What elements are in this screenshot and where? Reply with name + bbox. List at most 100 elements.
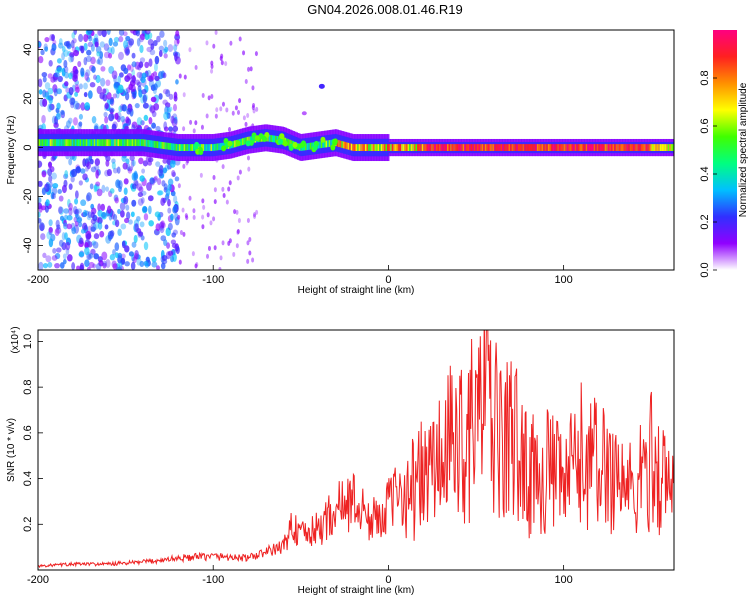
heatmap-cell <box>201 224 205 230</box>
heatmap-cell <box>57 206 63 214</box>
heatmap-cell <box>60 109 65 115</box>
heatmap-cell <box>65 241 71 251</box>
heatmap-cell <box>38 89 43 95</box>
heatmap-cell <box>152 177 158 183</box>
heatmap-cell <box>309 142 313 150</box>
heatmap-cell <box>54 228 60 237</box>
heatmap-cell <box>228 180 232 186</box>
heatmap-cell <box>312 144 318 151</box>
heatmap-cell <box>66 120 71 128</box>
heatmap-cell <box>166 142 169 150</box>
heatmap-cell <box>86 49 92 56</box>
heatmap-cell <box>121 154 127 162</box>
heatmap-cell <box>75 86 80 94</box>
heatmap-cell <box>241 138 245 146</box>
heatmap-cell <box>112 139 116 147</box>
heatmap-cell <box>167 222 173 231</box>
heatmap-cell <box>38 180 43 187</box>
heatmap-cell <box>137 139 141 147</box>
heatmap-cell <box>139 33 146 41</box>
heatmap-cell <box>138 88 143 98</box>
heatmap-cell <box>193 143 199 150</box>
heatmap-cell <box>156 265 160 270</box>
heatmap-cell <box>163 53 168 59</box>
heatmap-cell <box>374 144 377 151</box>
heatmap-cell <box>494 144 497 151</box>
heatmap-cell <box>80 45 85 54</box>
heatmap-cell <box>161 222 166 229</box>
heatmap-cell <box>57 188 62 195</box>
heatmap-cell <box>248 236 252 242</box>
heatmap-cell <box>44 205 49 213</box>
heatmap-cell <box>96 59 101 65</box>
heatmap-cell <box>95 139 98 147</box>
heatmap-cell <box>41 170 47 178</box>
heatmap-cell <box>249 136 253 144</box>
heatmap-cell <box>147 139 150 147</box>
heatmap-cell <box>213 143 217 151</box>
heatmap-cell <box>155 223 161 232</box>
heatmap-cell <box>588 144 592 151</box>
heatmap-cell <box>183 144 187 151</box>
heatmap-cell <box>38 217 42 224</box>
heatmap-cell <box>64 170 69 179</box>
heatmap-cell <box>120 210 125 218</box>
heatmap-cell <box>445 144 448 151</box>
heatmap-cell <box>574 144 578 151</box>
heatmap-cell <box>172 103 178 112</box>
colorbar-ticks: 0.0 0.2 0.4 0.6 0.8 <box>699 70 717 278</box>
heatmap-cell <box>232 251 236 257</box>
heatmap-cell <box>68 139 71 147</box>
heatmap-cell <box>206 253 210 259</box>
heatmap-cell <box>123 187 128 195</box>
spectrogram-y-tick-label: 0 <box>22 144 34 150</box>
heatmap-cell <box>63 208 70 214</box>
heatmap-cell <box>112 213 118 221</box>
snr-plot-area <box>38 330 674 570</box>
heatmap-cell <box>369 144 373 151</box>
heatmap-cell <box>96 85 103 95</box>
heatmap-cell <box>188 195 192 201</box>
heatmap-cell <box>390 144 393 151</box>
heatmap-cell <box>100 203 105 212</box>
heatmap-cell <box>601 144 604 151</box>
heatmap-cell <box>541 144 544 151</box>
heatmap-cell <box>127 168 133 174</box>
heatmap-cell <box>254 51 258 57</box>
heatmap-cell <box>163 239 168 247</box>
heatmap-cell <box>454 144 458 151</box>
heatmap-cell <box>645 144 649 151</box>
spectrogram-x-tick-label: -200 <box>27 274 49 286</box>
heatmap-cell <box>118 180 123 190</box>
heatmap-cell <box>84 246 90 256</box>
heatmap-cell <box>71 139 75 147</box>
heatmap-cell <box>172 125 179 132</box>
heatmap-cell <box>48 219 53 227</box>
heatmap-cell <box>141 72 147 79</box>
heatmap-cell <box>48 227 53 233</box>
heatmap-cell <box>133 139 136 147</box>
heatmap-cell <box>142 160 149 167</box>
heatmap-cell <box>111 158 116 164</box>
heatmap-cell <box>234 140 237 148</box>
heatmap-cell <box>206 212 210 218</box>
heatmap-cell <box>246 155 250 161</box>
heatmap-cell <box>125 204 130 211</box>
heatmap-cell <box>622 144 625 151</box>
heatmap-cell <box>231 110 235 116</box>
heatmap-cell <box>519 144 522 151</box>
heatmap-cell <box>587 144 590 151</box>
heatmap-cell <box>551 144 554 151</box>
heatmap-cell <box>83 42 88 51</box>
heatmap-cell <box>648 144 652 151</box>
heatmap-cell <box>549 144 552 151</box>
heatmap-cell <box>379 144 382 151</box>
heatmap-cell <box>61 45 66 53</box>
heatmap-cell <box>198 149 204 156</box>
heatmap-cell <box>103 111 108 118</box>
heatmap-cell <box>349 143 352 151</box>
heatmap-cell <box>626 144 630 151</box>
heatmap-cell <box>130 85 136 93</box>
heatmap-cell <box>535 144 538 151</box>
snr-frame <box>37 329 675 571</box>
